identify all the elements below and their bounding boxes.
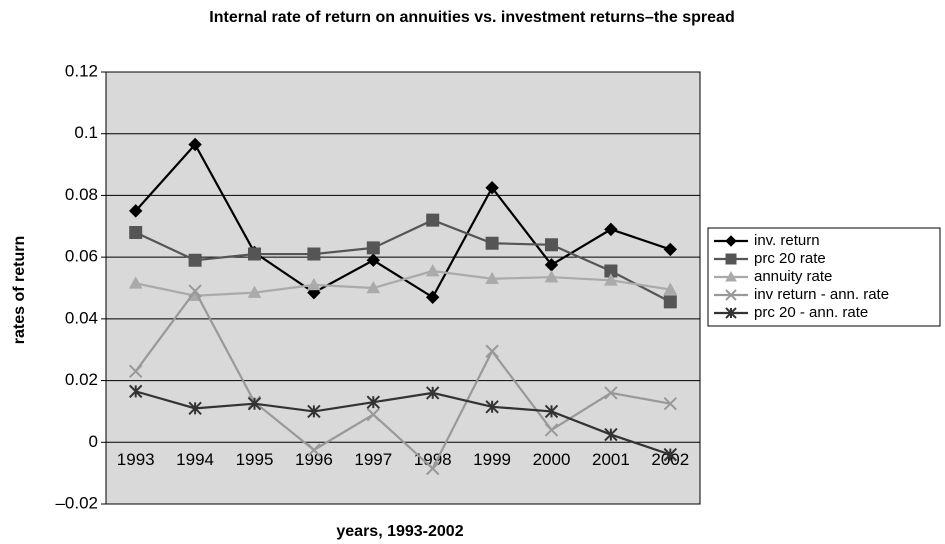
y-tick-label: 0.02 xyxy=(65,370,98,389)
data-point xyxy=(247,285,262,298)
plot-area xyxy=(106,72,700,504)
series-line xyxy=(135,218,671,303)
data-point xyxy=(663,397,678,411)
x-tick-label: 2000 xyxy=(533,450,571,469)
x-tick-label: 1998 xyxy=(414,450,452,469)
data-point xyxy=(604,427,618,442)
x-tick-label: 1996 xyxy=(295,450,333,469)
legend-label: prc 20 rate xyxy=(754,250,826,267)
data-point xyxy=(485,271,499,285)
legend-marker xyxy=(725,235,737,247)
data-point xyxy=(485,236,499,250)
x-tick-label: 1994 xyxy=(176,450,214,469)
y-tick-label: 0 xyxy=(89,432,98,451)
data-point xyxy=(188,401,202,416)
data-point xyxy=(544,270,559,283)
data-point xyxy=(663,282,678,295)
x-tick-label: 1999 xyxy=(473,450,511,469)
data-point xyxy=(307,277,321,291)
data-point xyxy=(663,242,678,257)
y-axis-label: rates of return xyxy=(11,236,28,344)
legend-marker xyxy=(725,307,737,319)
data-point xyxy=(425,461,440,476)
data-point xyxy=(426,213,440,227)
x-tick-label: 2001 xyxy=(592,450,630,469)
data-point xyxy=(366,407,381,422)
y-tick-label: 0.04 xyxy=(65,308,98,327)
data-point xyxy=(366,280,381,294)
y-tick-label: –0.02 xyxy=(55,493,98,512)
data-point xyxy=(128,384,143,399)
data-point xyxy=(545,238,558,252)
data-point xyxy=(663,447,678,462)
data-point xyxy=(366,253,381,267)
data-point xyxy=(485,344,499,358)
y-tick-label: 0.06 xyxy=(65,247,98,266)
x-tick-label: 1997 xyxy=(354,450,392,469)
y-tick-label: 0.12 xyxy=(65,61,98,80)
data-point xyxy=(128,204,143,218)
legend-marker xyxy=(725,253,737,265)
data-point xyxy=(663,295,677,309)
y-tick-label: 0.08 xyxy=(65,185,98,204)
data-point xyxy=(188,137,202,152)
data-point xyxy=(604,273,618,286)
data-point xyxy=(544,404,559,419)
data-point xyxy=(544,423,559,437)
data-point xyxy=(188,284,202,298)
data-point xyxy=(247,397,262,411)
plot-border xyxy=(105,71,701,505)
data-point xyxy=(366,241,380,255)
data-point xyxy=(188,253,202,267)
data-point xyxy=(425,263,440,277)
data-point xyxy=(128,276,143,289)
data-point xyxy=(366,395,381,409)
chart-title: Internal rate of return on annuities vs.… xyxy=(209,9,734,26)
legend-label: inv return - ann. rate xyxy=(754,286,889,303)
series-line xyxy=(135,269,671,297)
data-point xyxy=(425,290,440,304)
data-point xyxy=(307,443,321,457)
legend-label: annuity rate xyxy=(754,268,832,285)
data-point xyxy=(307,404,321,419)
legend-marker xyxy=(725,270,737,282)
data-point xyxy=(425,386,440,400)
x-tick-label: 1995 xyxy=(236,450,274,469)
data-point xyxy=(604,386,618,400)
legend-label: inv. return xyxy=(754,232,820,249)
data-point xyxy=(248,247,261,261)
legend-label: prc 20 - ann. rate xyxy=(754,304,868,321)
data-point xyxy=(485,181,499,195)
data-point xyxy=(604,264,618,278)
series-line xyxy=(135,390,671,456)
series-line xyxy=(134,289,671,471)
data-point xyxy=(485,400,499,414)
x-axis-label: years, 1993-2002 xyxy=(336,523,463,540)
y-tick-label: 0.1 xyxy=(74,123,98,142)
x-tick-label: 1993 xyxy=(117,450,155,469)
data-point xyxy=(307,247,321,261)
data-point xyxy=(128,364,143,379)
data-point xyxy=(129,225,143,239)
data-point xyxy=(604,222,618,237)
legend-marker xyxy=(725,289,737,301)
